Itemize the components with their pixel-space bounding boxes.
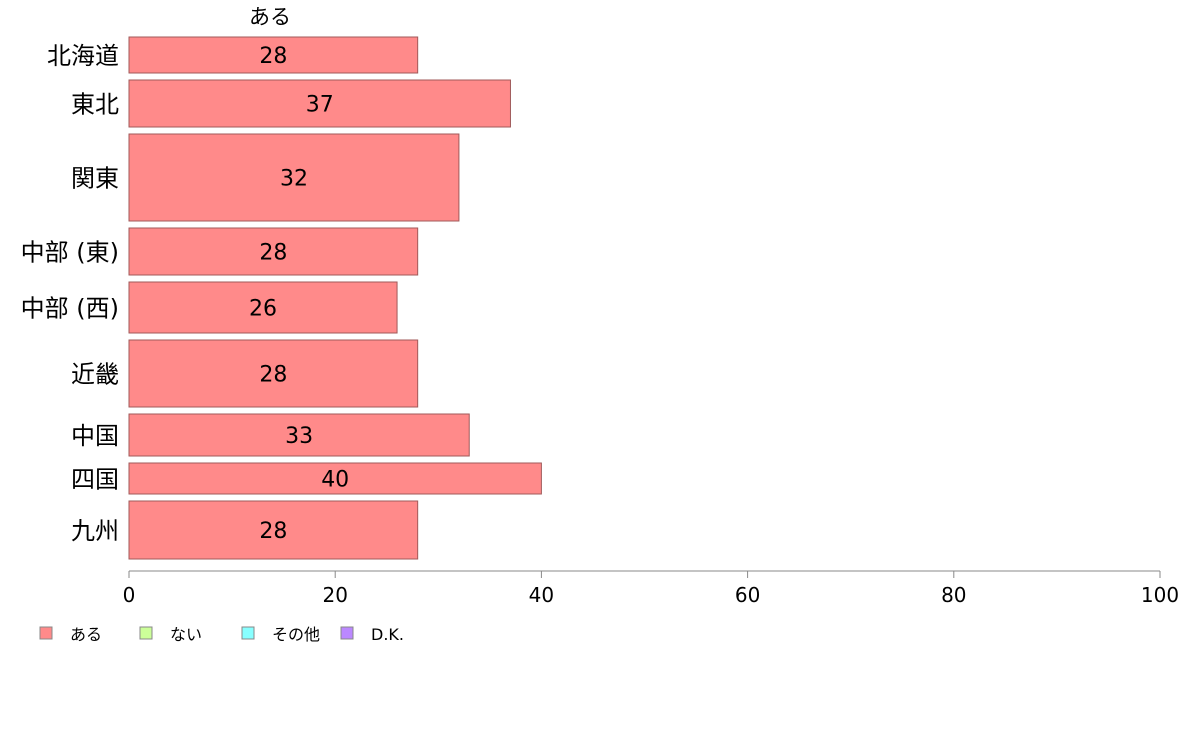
legend: ある ない その他 D.K.: [39, 625, 404, 644]
x-tick-label: 60: [735, 583, 760, 607]
category-label: 関東: [71, 165, 119, 193]
category-label: 北海道: [47, 42, 119, 70]
category-label: 中部 (東): [21, 239, 119, 267]
data-label: 28: [259, 519, 287, 544]
legend-label: その他: [272, 625, 320, 644]
data-label: 33: [285, 424, 313, 449]
x-axis: 0 20 40 60 80 100: [123, 570, 1179, 607]
bar-segment: [128, 462, 542, 495]
series-heading: ある: [249, 5, 291, 29]
bar-segment: [128, 413, 470, 457]
bar-segment: [128, 339, 419, 408]
x-tick-label: 20: [322, 583, 347, 607]
category-label: 四国: [71, 466, 119, 494]
bar-segment: [128, 133, 460, 222]
x-tick-label: 40: [529, 583, 554, 607]
data-label: 26: [249, 297, 277, 322]
legend-swatch: [340, 626, 354, 640]
x-tick-label: 100: [1141, 583, 1179, 607]
data-label: 37: [306, 93, 334, 118]
bar-segment: [128, 79, 511, 128]
legend-label: ある: [70, 625, 102, 644]
x-tick-label: 0: [123, 583, 136, 607]
category-label: 中国: [71, 422, 119, 450]
bar-segment: [128, 36, 419, 74]
x-tick-label: 80: [941, 583, 966, 607]
data-label: 32: [280, 167, 308, 192]
data-label: 28: [259, 241, 287, 266]
legend-swatch: [39, 626, 53, 640]
bar-segment: [128, 500, 419, 560]
category-label: 中部 (西): [21, 295, 119, 323]
bar-segment: [128, 281, 398, 334]
data-label: 28: [259, 44, 287, 69]
data-label: 28: [259, 363, 287, 388]
legend-swatch: [139, 626, 153, 640]
legend-label: ない: [170, 625, 202, 644]
legend-swatch: [241, 626, 255, 640]
category-label: 九州: [71, 517, 119, 545]
category-label: 近畿: [71, 361, 119, 389]
category-label: 東北: [71, 91, 119, 119]
data-label: 40: [321, 468, 349, 493]
legend-label: D.K.: [371, 625, 404, 644]
bar-segment: [128, 227, 419, 276]
